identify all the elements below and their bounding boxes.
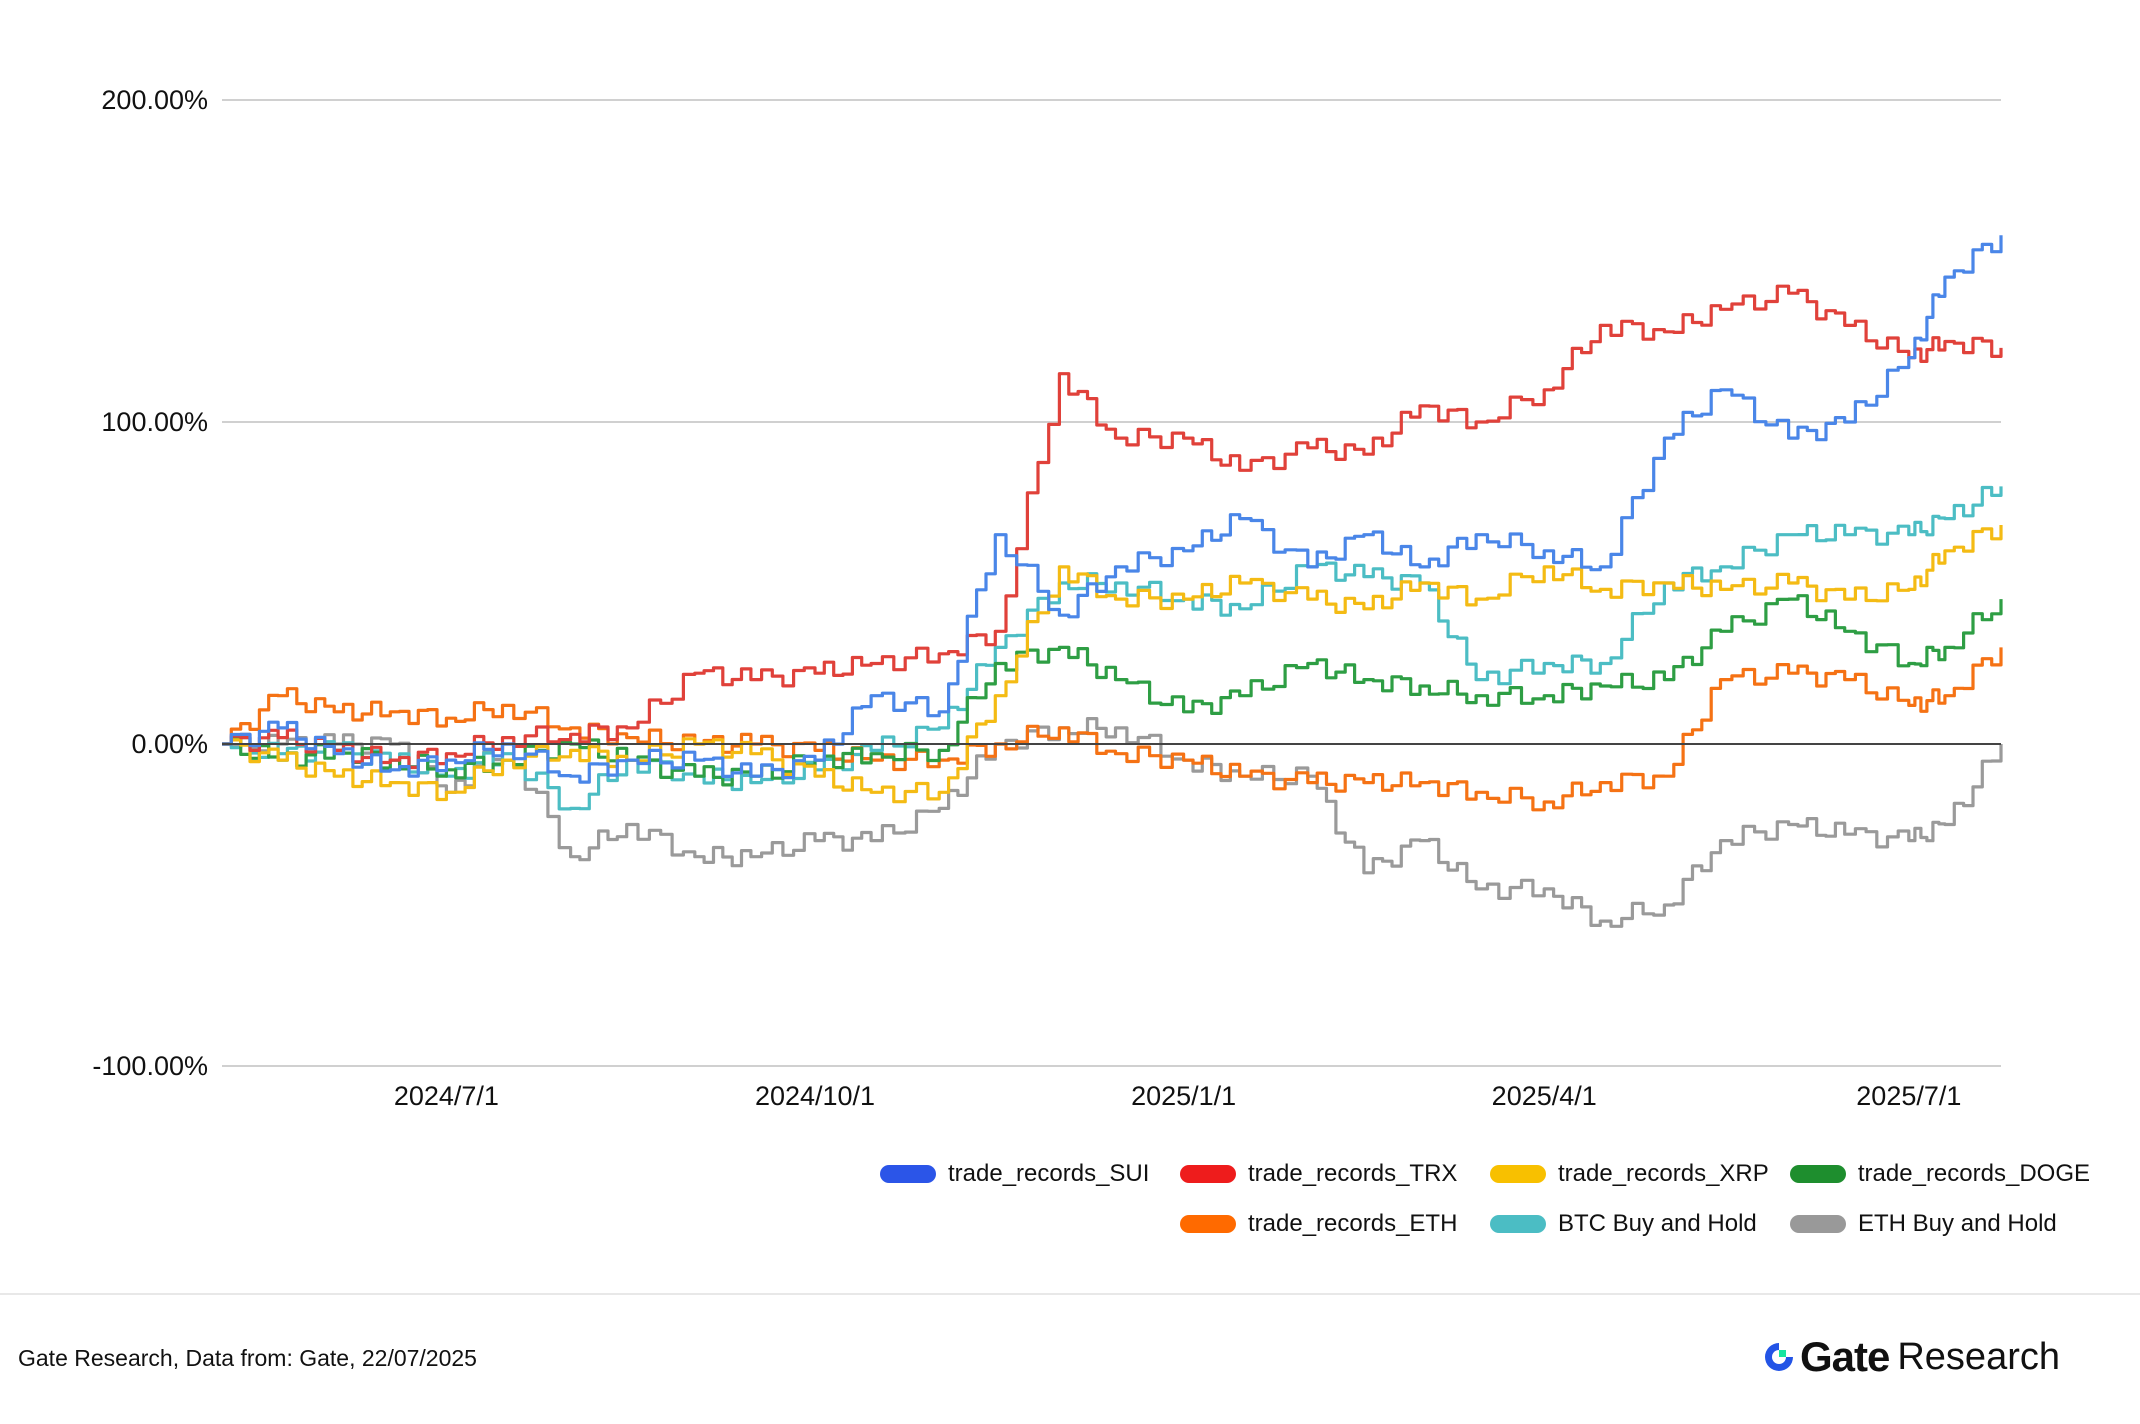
series-lines bbox=[222, 235, 2003, 928]
legend-row: trade_records_ETH BTC Buy and Hold ETH Buy… bbox=[830, 1210, 2090, 1238]
x-tick-label: 2025/1/1 bbox=[1131, 1081, 1236, 1111]
legend-swatch bbox=[1490, 1215, 1546, 1233]
legend-label: trade_records_SUI bbox=[948, 1160, 1150, 1187]
legend-item: trade_records_SUI bbox=[880, 1160, 1180, 1188]
series-line-btc-buy-and-hold bbox=[222, 485, 2003, 811]
legend-swatch bbox=[1790, 1215, 1846, 1233]
legend-label: BTC Buy and Hold bbox=[1558, 1210, 1757, 1237]
x-axis-ticks: 2024/7/1 2024/10/1 2025/1/1 2025/4/1 2025/7/… bbox=[394, 1081, 1962, 1111]
legend-label: trade_records_XRP bbox=[1558, 1160, 1769, 1187]
logo-research-text: Research bbox=[1897, 1335, 2060, 1378]
legend-item: ETH Buy and Hold bbox=[1790, 1210, 2090, 1238]
logo-gate-text: Gate bbox=[1799, 1333, 1890, 1380]
legend-label: trade_records_DOGE bbox=[1857, 1160, 2090, 1187]
y-tick-label: 0.00% bbox=[131, 729, 208, 759]
legend-item: trade_records_XRP bbox=[1490, 1160, 1790, 1188]
x-tick-label: 2025/4/1 bbox=[1492, 1081, 1597, 1111]
y-tick-label: -100.00% bbox=[92, 1051, 208, 1081]
series-line-trade-records-trx bbox=[222, 284, 2003, 770]
series-line-trade-records-doge bbox=[222, 594, 2003, 787]
series-line-trade-records-sui bbox=[222, 235, 2003, 784]
legend-swatch bbox=[1180, 1215, 1236, 1233]
x-tick-label: 2024/7/1 bbox=[394, 1081, 499, 1111]
legend-row: trade_records_SUI trade_records_TRX trade_… bbox=[830, 1160, 2090, 1188]
legend-label: ETH Buy and Hold bbox=[1858, 1210, 2057, 1237]
footer-divider bbox=[0, 1293, 2140, 1295]
legend-swatch bbox=[880, 1165, 936, 1183]
legend-swatch bbox=[1490, 1165, 1546, 1183]
legend-item: BTC Buy and Hold bbox=[1490, 1210, 1790, 1238]
series-line-trade-records-xrp bbox=[222, 525, 2003, 804]
series-line-trade-records-eth bbox=[222, 647, 2003, 812]
y-axis-ticks: 200.00% 100.00% 0.00% -100.00% bbox=[92, 85, 208, 1081]
y-tick-label: 200.00% bbox=[101, 85, 208, 115]
line-chart: 200.00%100.00%0.00%-100.00% 2024/7/1 2024… bbox=[92, 85, 2003, 1111]
legend: trade_records_SUI trade_records_TRX trade_… bbox=[830, 1160, 2090, 1260]
legend-label: trade_records_ETH bbox=[1248, 1210, 1458, 1237]
source-note: Gate Research, Data from: Gate, 22/07/20… bbox=[18, 1345, 477, 1371]
gate-research-logo: Gate Research bbox=[1762, 1333, 2060, 1381]
legend-item: trade_records_ETH bbox=[1180, 1210, 1490, 1238]
legend-swatch bbox=[1790, 1165, 1846, 1183]
legend-item: trade_records_DOGE bbox=[1790, 1160, 2090, 1188]
x-tick-label: 2024/10/1 bbox=[755, 1081, 875, 1111]
gate-logo-icon bbox=[1764, 1343, 1793, 1371]
legend-swatch bbox=[1180, 1165, 1236, 1183]
y-tick-label: 100.00% bbox=[101, 407, 208, 437]
legend-item: trade_records_TRX bbox=[1180, 1160, 1490, 1188]
legend-label: trade_records_TRX bbox=[1248, 1160, 1458, 1187]
x-tick-label: 2025/7/1 bbox=[1856, 1081, 1961, 1111]
grid-lines bbox=[222, 99, 2001, 1067]
